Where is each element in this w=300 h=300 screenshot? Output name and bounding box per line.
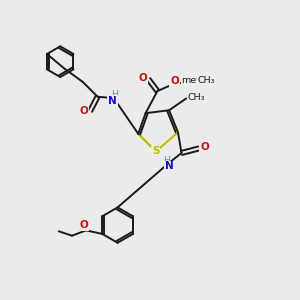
Text: O: O — [170, 76, 179, 86]
Text: O: O — [80, 220, 88, 230]
Text: H: H — [163, 156, 170, 165]
Text: O: O — [80, 106, 88, 116]
Text: O: O — [138, 73, 147, 83]
Text: N: N — [108, 95, 117, 106]
Text: CH₃: CH₃ — [197, 76, 215, 85]
Text: H: H — [111, 90, 118, 99]
Text: CH₃: CH₃ — [188, 93, 205, 102]
Text: N: N — [165, 161, 173, 172]
Text: O: O — [200, 142, 209, 152]
Text: methyl: methyl — [182, 76, 214, 85]
Text: S: S — [152, 146, 160, 157]
